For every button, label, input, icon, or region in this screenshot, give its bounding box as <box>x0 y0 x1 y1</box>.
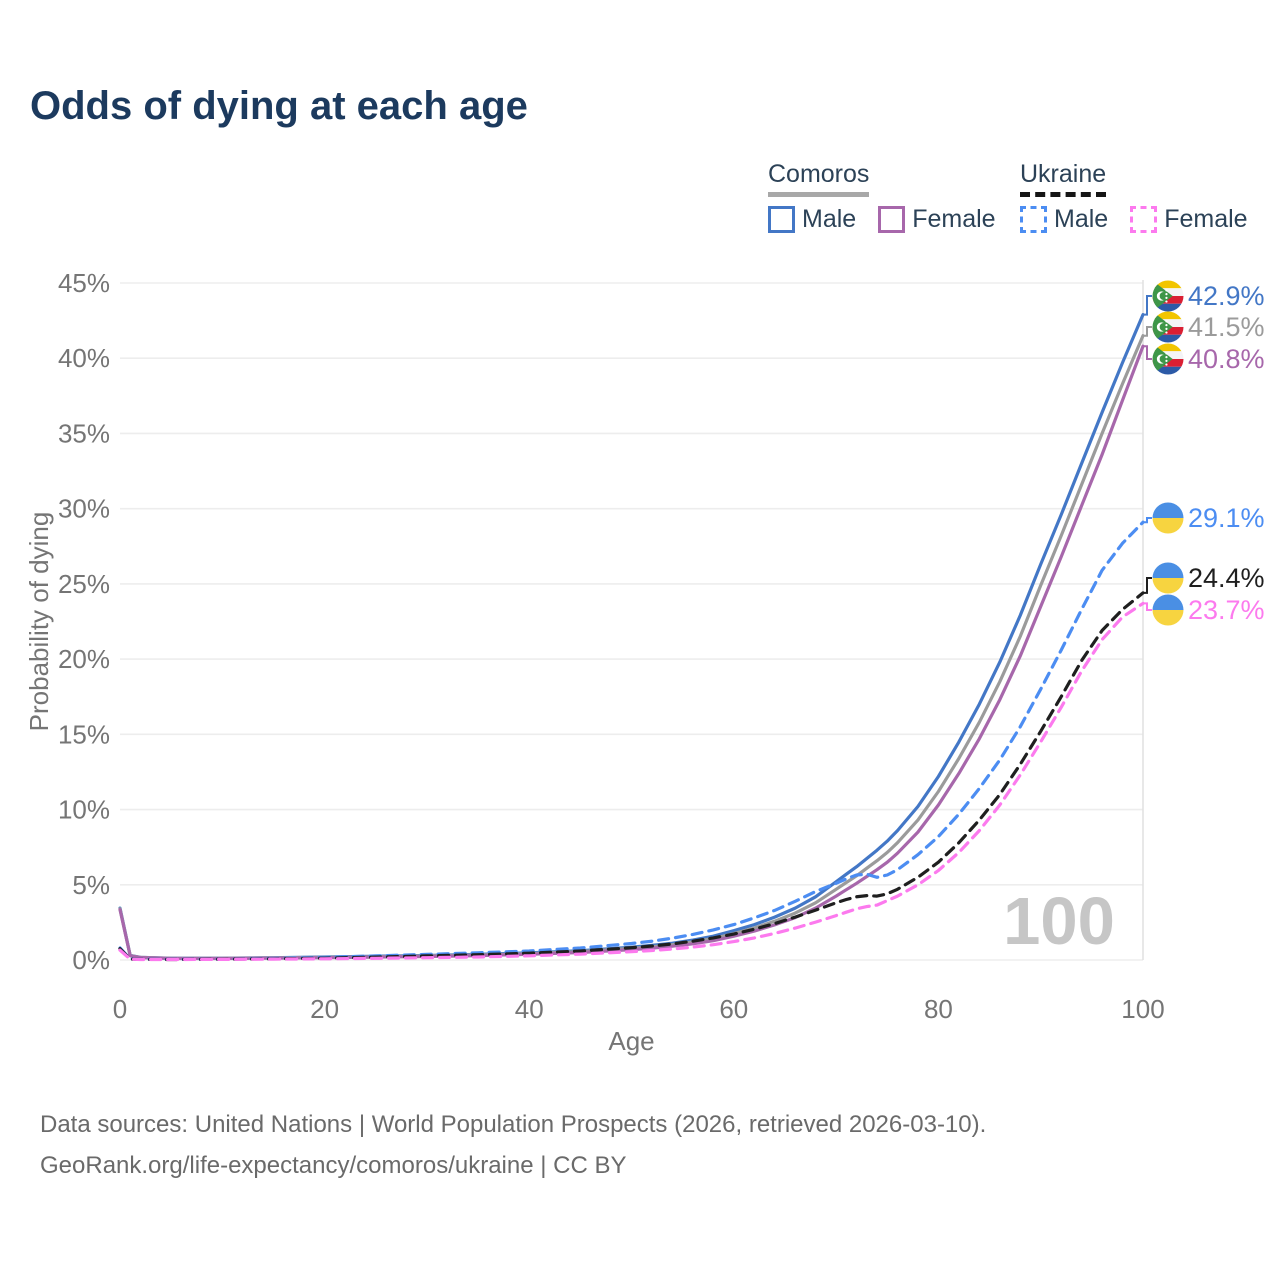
y-axis-tick-label: 5% <box>72 870 110 900</box>
y-axis-tick-label: 35% <box>58 418 110 448</box>
end-value-label-comoros-female: 40.8% <box>1188 344 1265 374</box>
legend-label: Female <box>912 205 996 233</box>
y-axis-tick-label: 10% <box>58 795 110 825</box>
x-axis-tick-label: 60 <box>719 994 748 1024</box>
x-axis-tick-label: 100 <box>1121 994 1164 1024</box>
footer-data-sources: Data sources: United Nations | World Pop… <box>40 1111 987 1138</box>
end-label-connector-ukraine-both <box>1143 577 1152 594</box>
legend-item-ukraine-male[interactable]: Male <box>1020 205 1108 234</box>
comoros-flag-icon <box>1152 280 1184 312</box>
legend-label: Male <box>802 205 857 233</box>
series-line-comoros-female[interactable] <box>118 344 1145 961</box>
y-axis-title: Probability of dying <box>24 512 54 732</box>
page-title: Odds of dying at each age <box>30 84 528 128</box>
x-axis-tick-label: 40 <box>515 994 544 1024</box>
legend-item-comoros-female[interactable]: Female <box>878 205 996 234</box>
series-line-comoros-male[interactable] <box>118 313 1145 960</box>
comoros-male-swatch <box>768 206 795 233</box>
footer: Data sources: United Nations | World Pop… <box>40 1104 986 1186</box>
end-value-label-ukraine-female: 23.7% <box>1188 595 1265 625</box>
end-label-connector-ukraine-female <box>1143 602 1152 611</box>
end-label-connector-ukraine-male <box>1143 517 1152 524</box>
y-axis-tick-label: 40% <box>58 343 110 373</box>
ukraine-flag-icon <box>1152 594 1184 626</box>
end-value-label-ukraine-both: 24.4% <box>1188 563 1265 593</box>
comoros-female-swatch <box>878 206 906 233</box>
series-line-ukraine-male[interactable] <box>118 520 1145 961</box>
comoros-flag-icon <box>1152 311 1184 343</box>
x-axis-tick-label: 20 <box>310 994 339 1024</box>
y-axis-tick-label: 20% <box>58 644 110 674</box>
legend-item-ukraine-female[interactable]: Female <box>1130 205 1248 234</box>
end-value-label-comoros-both: 41.5% <box>1188 312 1265 342</box>
legend-group-ukraine: Ukraine Male Female <box>1020 160 1248 234</box>
ukraine-male-swatch <box>1020 206 1047 233</box>
y-axis-tick-label: 15% <box>58 719 110 749</box>
legend-group-comoros: Comoros Male Female <box>768 160 996 234</box>
comoros-flag-icon <box>1152 343 1184 375</box>
x-axis-title: Age <box>608 1026 654 1056</box>
end-value-label-comoros-male: 42.9% <box>1188 281 1265 311</box>
footer-attribution-link: GeoRank.org/life-expectancy/comoros/ukra… <box>40 1152 627 1179</box>
ukraine-flag-icon <box>1152 562 1184 594</box>
end-label-connector-comoros-both <box>1143 326 1152 337</box>
y-axis-tick-label: 25% <box>58 569 110 599</box>
end-label-connector-comoros-female <box>1143 345 1152 360</box>
legend-label: Female <box>1164 205 1248 233</box>
x-axis-tick-label: 0 <box>113 994 127 1024</box>
ukraine-flag-icon <box>1152 502 1184 534</box>
y-axis-tick-label: 0% <box>72 945 110 975</box>
legend-header-comoros: Comoros <box>768 160 870 197</box>
end-label-connector-comoros-male <box>1143 295 1152 316</box>
y-axis-tick-label: 45% <box>58 268 110 298</box>
ukraine-female-swatch <box>1130 206 1158 233</box>
legend-item-comoros-male[interactable]: Male <box>768 205 856 234</box>
series-line-ukraine-female[interactable] <box>118 601 1145 962</box>
legend-header-ukraine: Ukraine <box>1020 160 1107 197</box>
hover-age-watermark: 100 <box>1003 884 1115 959</box>
series-line-comoros-both[interactable] <box>118 334 1145 960</box>
y-axis-tick-label: 30% <box>58 494 110 524</box>
end-value-label-ukraine-male: 29.1% <box>1188 503 1265 533</box>
x-axis-tick-label: 80 <box>924 994 953 1024</box>
legend-label: Male <box>1054 205 1109 233</box>
